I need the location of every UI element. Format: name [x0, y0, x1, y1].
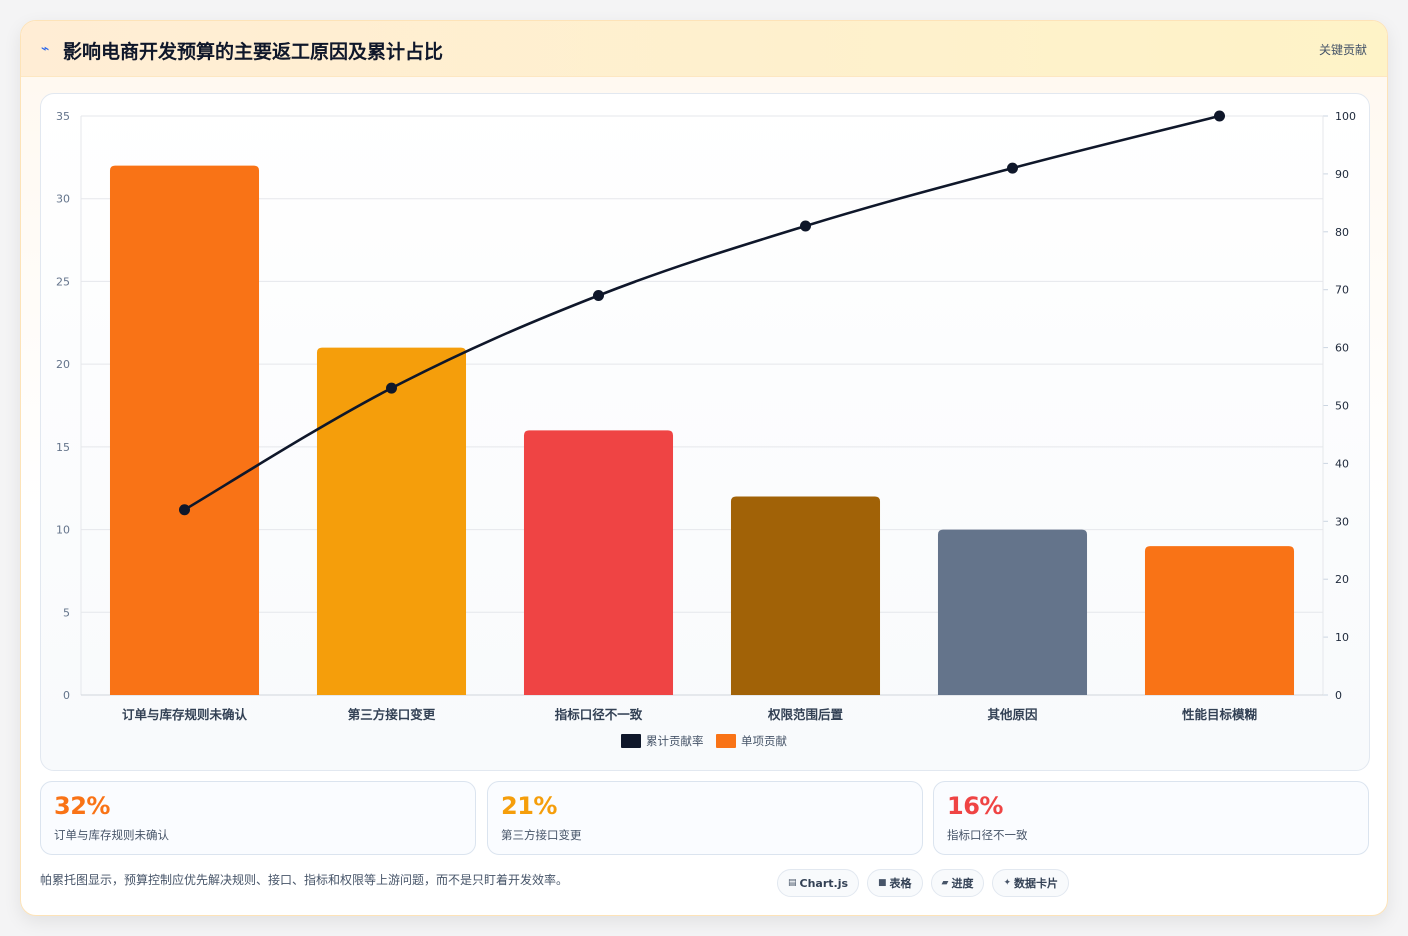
cumulative-point — [800, 220, 811, 232]
x-tick-label: 权限范围后置 — [767, 707, 844, 722]
legend-swatch-cumulative — [621, 734, 641, 748]
x-tick-label: 订单与库存规则未确认 — [122, 707, 248, 722]
legend-label-single: 单项贡献 — [741, 734, 787, 748]
x-tick-label: 第三方接口变更 — [348, 707, 436, 722]
chart-icon: ▤ — [788, 878, 797, 888]
bar — [523, 430, 674, 695]
pareto-chart: 0 5 10 15 20 25 30 35 0 10 20 30 40 50 60 70 80 90 100 订单与库… — [56, 110, 1356, 748]
table-icon: ■ — [878, 878, 887, 888]
cumulative-point — [386, 382, 397, 394]
y2-tick-label: 100 — [1335, 110, 1356, 123]
card-header: ⌁ 影响电商开发预算的主要返工原因及累计占比 关键贡献 — [21, 21, 1387, 77]
stat-label: 指标口径不一致 — [947, 828, 1028, 842]
y2-tick-label: 0 — [1335, 689, 1342, 702]
chip-label: 进度 — [951, 877, 974, 890]
progress-icon: ▰ — [941, 878, 949, 888]
bar — [316, 347, 467, 695]
cumulative-point — [1007, 162, 1018, 174]
y-tick-label: 30 — [56, 193, 70, 206]
card-icon: ✦ — [1003, 878, 1012, 888]
cumulative-point — [593, 289, 604, 301]
stat-card-3: 16% 指标口径不一致 — [933, 781, 1369, 855]
chip-progress[interactable]: ▰ 进度 — [930, 869, 985, 897]
chart-card: ⌁ 影响电商开发预算的主要返工原因及累计占比 关键贡献 0 5 10 15 20 25 30… — [20, 20, 1388, 916]
chart-panel: 0 5 10 15 20 25 30 35 0 10 20 30 40 50 60 70 80 90 100 订单与库… — [40, 93, 1370, 771]
chip-data-card[interactable]: ✦ 数据卡片 — [992, 869, 1070, 897]
stat-value: 21% — [501, 792, 557, 820]
chart-title: 影响电商开发预算的主要返工原因及累计占比 — [63, 41, 444, 63]
y-tick-label: 35 — [56, 110, 70, 123]
chip-label: 表格 — [889, 877, 912, 890]
y-tick-label: 20 — [56, 358, 70, 371]
footnote: 帕累托图显示，预算控制应优先解决规则、接口、指标和权限等上游问题，而不是只盯着开… — [40, 873, 569, 887]
y-tick-label: 5 — [63, 606, 70, 619]
y2-tick-label: 20 — [1335, 573, 1349, 586]
y2-tick-label: 30 — [1335, 515, 1349, 528]
chip-table[interactable]: ■ 表格 — [867, 869, 923, 897]
tech-chips: ▤ Chart.js ■ 表格 ▰ 进度 ✦ 数据卡片 — [777, 869, 1070, 897]
legend-label-cumulative: 累计贡献率 — [646, 734, 704, 748]
chip-chartjs[interactable]: ▤ Chart.js — [777, 869, 860, 897]
chip-label: Chart.js — [799, 876, 849, 890]
bar — [1144, 546, 1295, 695]
x-tick-label: 指标口径不一致 — [555, 707, 643, 722]
y2-tick-label: 90 — [1335, 168, 1349, 181]
y-tick-label: 15 — [56, 441, 70, 454]
y-tick-label: 0 — [63, 689, 70, 702]
y-tick-label: 10 — [56, 524, 70, 537]
stat-label: 订单与库存规则未确认 — [54, 828, 169, 842]
y2-tick-label: 70 — [1335, 284, 1349, 297]
cumulative-line — [183, 114, 1220, 511]
bar — [937, 529, 1088, 695]
y-tick-label: 25 — [56, 275, 70, 288]
stat-label: 第三方接口变更 — [501, 828, 582, 842]
chip-label: 数据卡片 — [1014, 877, 1059, 890]
bar — [109, 165, 260, 696]
y2-tick-label: 40 — [1335, 457, 1349, 470]
stat-card-1: 32% 订单与库存规则未确认 — [40, 781, 476, 855]
stat-value: 16% — [947, 792, 1003, 820]
y2-tick-label: 50 — [1335, 400, 1349, 413]
x-tick-label: 其他原因 — [987, 707, 1037, 722]
bar — [730, 496, 881, 695]
cumulative-point — [1214, 110, 1225, 122]
cumulative-point — [179, 504, 190, 516]
y2-tick-label: 60 — [1335, 342, 1349, 355]
stat-value: 32% — [54, 792, 110, 820]
y2-tick-label: 10 — [1335, 631, 1349, 644]
stat-card-2: 21% 第三方接口变更 — [487, 781, 923, 855]
header-tag: 关键贡献 — [1318, 43, 1367, 57]
lightning-icon: ⌁ — [41, 41, 50, 57]
legend-swatch-single — [716, 734, 736, 748]
y2-tick-label: 80 — [1335, 226, 1349, 239]
x-tick-label: 性能目标模糊 — [1181, 707, 1257, 722]
